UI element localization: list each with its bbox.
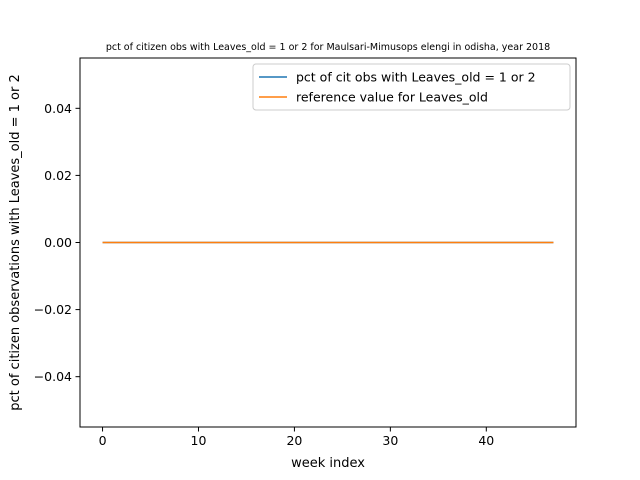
y-axis: −0.04 −0.02 0.00 0.02 0.04 <box>34 101 80 384</box>
y-tick-label: −0.02 <box>34 302 72 317</box>
chart-title: pct of citizen obs with Leaves_old = 1 o… <box>106 42 550 53</box>
x-tick-label: 30 <box>382 433 398 448</box>
y-tick-label: 0.00 <box>44 235 72 250</box>
y-tick-label: 0.04 <box>44 101 72 116</box>
x-tick-label: 10 <box>191 433 207 448</box>
x-tick-label: 40 <box>478 433 494 448</box>
x-axis: 0 10 20 30 40 <box>99 427 494 448</box>
y-tick-label: 0.02 <box>44 168 72 183</box>
x-tick-label: 20 <box>286 433 302 448</box>
x-axis-label: week index <box>291 456 365 471</box>
legend-box <box>252 63 571 111</box>
y-axis-label: pct of citizen observations with Leaves_… <box>8 74 23 410</box>
legend-label: reference value for Leaves_old <box>296 90 488 105</box>
legend-label: pct of cit obs with Leaves_old = 1 or 2 <box>296 70 536 85</box>
y-tick-label: −0.04 <box>34 369 72 384</box>
legend: pct of cit obs with Leaves_old = 1 or 2 r… <box>252 63 571 111</box>
x-tick-label: 0 <box>99 433 107 448</box>
